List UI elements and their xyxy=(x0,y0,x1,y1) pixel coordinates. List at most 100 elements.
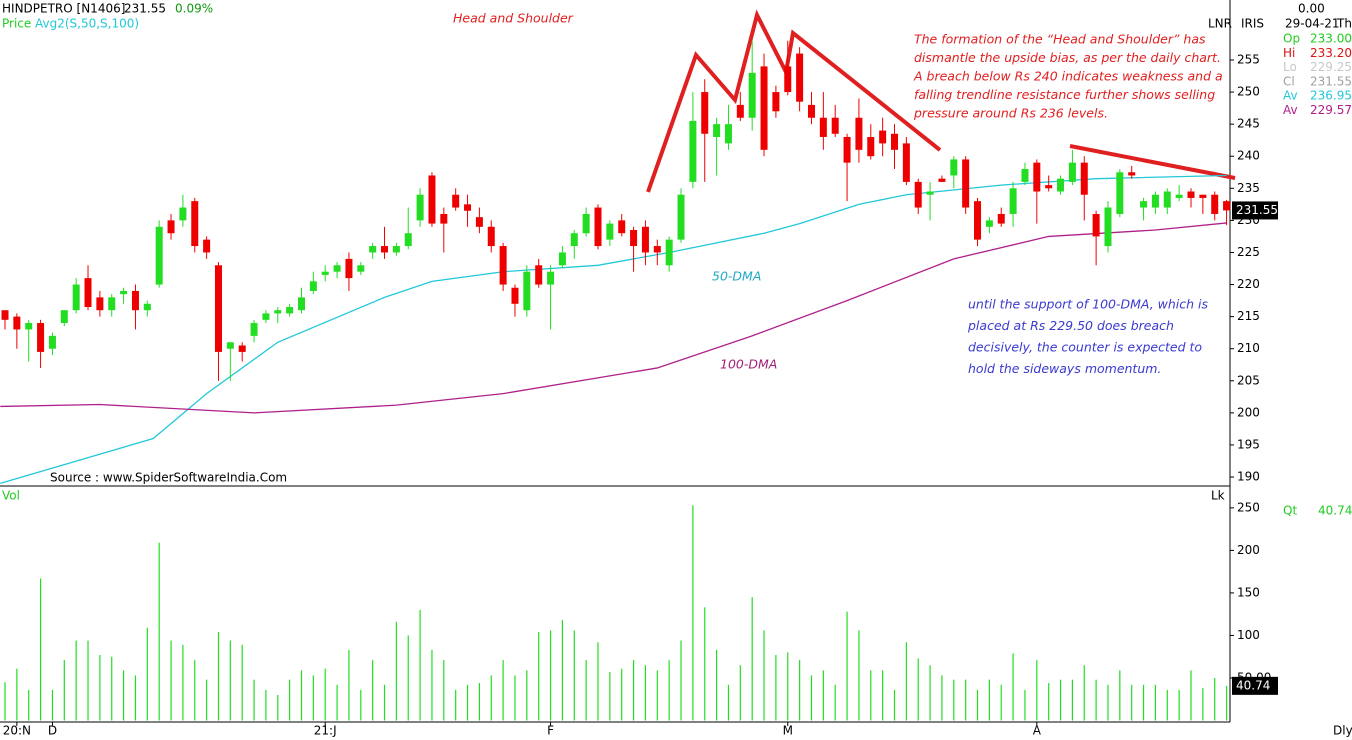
candle-body xyxy=(1021,169,1029,182)
candle-body xyxy=(404,233,412,247)
last-price-box xyxy=(1232,201,1278,220)
candle-body xyxy=(641,226,649,253)
candle-body xyxy=(523,271,531,311)
candle-body xyxy=(511,287,519,304)
candle-body xyxy=(250,323,258,336)
candle-body xyxy=(381,246,389,253)
candle-body xyxy=(1175,194,1183,198)
chart-title: Head and Shoulder xyxy=(453,11,574,26)
candle-body xyxy=(25,323,33,330)
candle-body xyxy=(191,201,199,247)
candle-body xyxy=(214,265,222,352)
last-price-tag: 231.55 xyxy=(1236,203,1278,217)
candle-body xyxy=(760,66,768,150)
y-tick-label: 250 xyxy=(1237,85,1260,99)
candle-body xyxy=(286,306,294,314)
candle-body xyxy=(499,246,507,285)
change: 0.09% xyxy=(175,2,213,16)
annotation: A breach below Rs 240 indicates weakness… xyxy=(913,69,1223,84)
candle-body xyxy=(855,117,863,150)
annotation: hold the sideways momentum. xyxy=(968,361,1161,376)
last-price: 231.55 xyxy=(124,2,166,16)
x-tick-label: D xyxy=(48,724,57,738)
candle-body xyxy=(179,207,187,221)
info-label: Hi xyxy=(1283,46,1295,60)
candle-body xyxy=(558,252,566,266)
candle-body xyxy=(582,213,590,234)
candle-body xyxy=(84,278,92,307)
candle-body xyxy=(677,194,685,240)
info-label: Lo xyxy=(1283,60,1297,74)
candle-body xyxy=(143,303,151,311)
candle-body xyxy=(594,207,602,247)
info-value: 233.20 xyxy=(1310,46,1352,60)
candle-body xyxy=(1199,194,1207,198)
candle-body xyxy=(487,226,495,247)
annotation: pressure around Rs 236 levels. xyxy=(913,106,1108,121)
candle-body xyxy=(819,117,827,137)
candle-body xyxy=(1,310,9,320)
annotation: decisively, the counter is expected to xyxy=(968,340,1202,355)
candle-body xyxy=(570,233,578,247)
candle-body xyxy=(167,220,175,234)
y-tick-label: 200 xyxy=(1237,543,1260,557)
candle-body xyxy=(108,297,116,311)
candle-body xyxy=(392,246,400,253)
candle-body xyxy=(547,271,555,285)
candle-body xyxy=(962,159,970,208)
candle-body xyxy=(1080,162,1088,195)
candle-body xyxy=(96,297,104,311)
candle-body xyxy=(452,194,460,208)
candle-body xyxy=(262,313,270,320)
candle-body xyxy=(985,220,993,227)
candle-body xyxy=(724,124,732,144)
x-tick-label: A xyxy=(1033,724,1042,738)
candle-body xyxy=(535,265,543,285)
candle-body xyxy=(48,335,56,349)
candle-body xyxy=(701,92,709,134)
y-tick-label: 235 xyxy=(1237,181,1260,195)
last-volume-box xyxy=(1232,676,1278,695)
candle-body xyxy=(891,133,898,150)
candle-body xyxy=(736,104,744,118)
last-volume-tag: 40.74 xyxy=(1236,678,1270,692)
info-label: Cl xyxy=(1283,74,1295,88)
candle-body xyxy=(416,194,424,221)
candle-body xyxy=(37,323,45,352)
x-tick-label: 21:J xyxy=(314,724,337,738)
source: Source : www.SpiderSoftwareIndia.Com xyxy=(50,471,287,485)
trendline xyxy=(1069,144,1236,180)
candle-body xyxy=(440,213,448,224)
candle-body xyxy=(357,265,365,272)
candle-body xyxy=(867,136,875,157)
date: 29-04-21 xyxy=(1285,17,1339,31)
candle-body xyxy=(653,246,661,253)
x-tick-label: F xyxy=(547,724,554,738)
candle-body xyxy=(1092,213,1100,237)
info-value: 233.00 xyxy=(1310,32,1352,46)
candle-body xyxy=(155,226,163,285)
candle-body xyxy=(72,284,80,311)
x-tick-label: 20:N xyxy=(3,724,31,738)
y-tick-label: 150 xyxy=(1237,585,1260,599)
y-tick-label: 195 xyxy=(1237,437,1260,451)
candle-body xyxy=(713,124,721,137)
annotation: falling trendline resistance further sho… xyxy=(914,87,1215,102)
top-value: 0.00 xyxy=(1298,2,1325,16)
candle-body xyxy=(831,117,839,134)
qty-value: 40.74 xyxy=(1318,504,1352,518)
candle-body xyxy=(843,136,851,163)
candle-body xyxy=(1151,194,1159,208)
y-tick-label: 250 xyxy=(1237,500,1260,514)
candle-body xyxy=(902,143,910,182)
ma100-label: 100-DMA xyxy=(720,357,777,372)
annotation: The formation of the “Head and Shoulder”… xyxy=(914,32,1206,47)
candle-body xyxy=(345,258,353,279)
y-tick-label: 100 xyxy=(1237,628,1260,642)
y-tick-label: 215 xyxy=(1237,309,1260,323)
info-value: 231.55 xyxy=(1310,74,1352,88)
info-label: Av xyxy=(1283,103,1298,117)
info-label: Op xyxy=(1283,32,1300,46)
head-shoulder-line xyxy=(646,9,942,193)
